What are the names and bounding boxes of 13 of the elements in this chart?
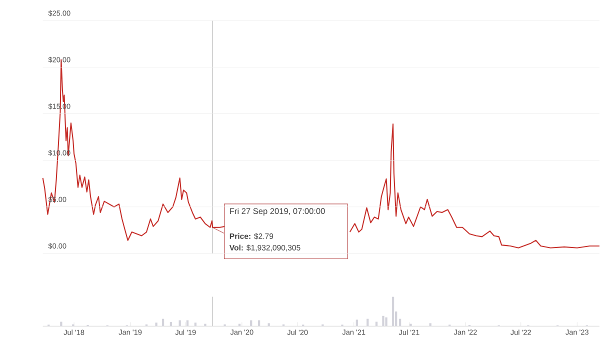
bar <box>392 296 394 326</box>
bar <box>382 316 384 326</box>
annotation: Fri 27 Sep 2019, 07:00:00 <box>230 208 325 216</box>
bar <box>170 322 172 326</box>
bar <box>194 322 197 326</box>
bar <box>204 324 206 326</box>
bar <box>155 322 158 326</box>
bar <box>385 317 388 326</box>
bar <box>268 323 270 326</box>
bar <box>429 323 432 326</box>
bar <box>375 322 378 326</box>
bar <box>60 322 62 326</box>
bar <box>410 324 412 326</box>
